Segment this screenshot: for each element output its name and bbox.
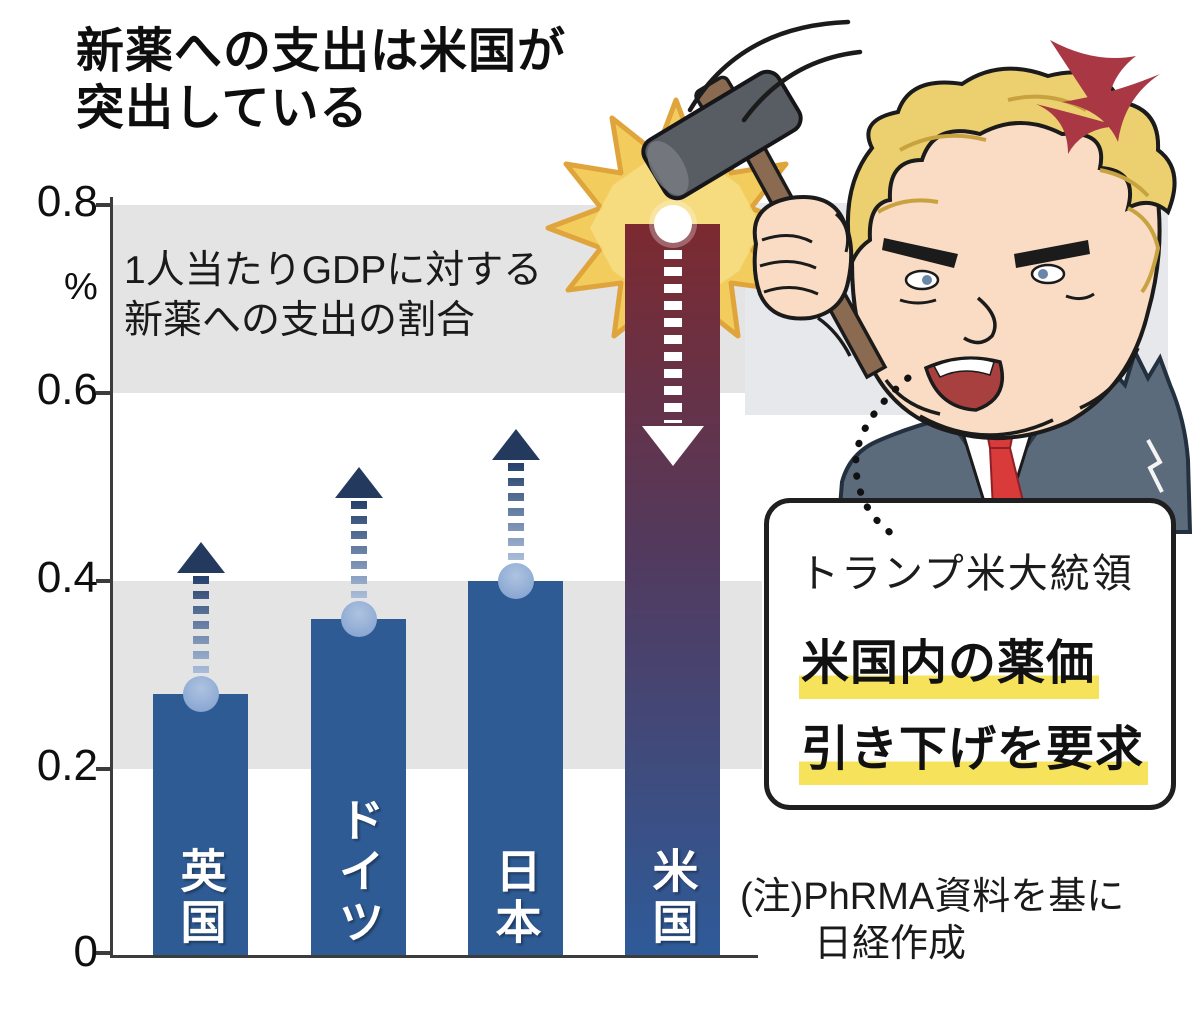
nose xyxy=(963,296,997,345)
bar-germany: ドイツ xyxy=(311,619,406,957)
increase-arrow-icon xyxy=(491,429,540,460)
callout-line-1: 米国内の薬価 xyxy=(799,623,1149,699)
chart-annotation-line2: 新薬への支出の割合 xyxy=(124,298,476,342)
fist xyxy=(752,195,854,357)
hair xyxy=(846,66,1177,294)
decrease-arrow-icon xyxy=(641,426,704,466)
page-title-line2: 突出している xyxy=(76,81,369,135)
chart-annotation: 1人当たりGDPに対する 新薬への支出の割合 xyxy=(124,246,542,346)
y-tick-label: 0 xyxy=(73,927,98,976)
y-tick-label: 0.6 xyxy=(36,365,98,414)
y-tick xyxy=(96,951,111,955)
y-tick xyxy=(96,767,111,771)
bar-label-us: 米国 xyxy=(646,847,699,949)
source-note-line2: 日経作成 xyxy=(814,923,967,966)
jowl-lines xyxy=(884,347,1140,437)
increase-arrow-dash xyxy=(192,576,209,673)
decrease-arrow-dash xyxy=(663,250,682,423)
y-tick-label: 0.8 xyxy=(36,177,98,226)
y-axis-line xyxy=(110,197,113,957)
bar-top-circle-us xyxy=(653,205,692,243)
bar-label-uk: 英国 xyxy=(174,847,227,949)
increase-arrow-dash xyxy=(350,501,367,598)
y-tick-label: 0.4 xyxy=(36,553,98,602)
speaker-label: トランプ米大統領 xyxy=(799,552,1134,596)
bar-japan: 日本 xyxy=(468,581,563,957)
bar-label-germany: ドイツ xyxy=(332,796,385,949)
y-axis-unit-label: % xyxy=(64,266,98,308)
motion-lines-icon xyxy=(687,19,863,123)
source-note-line1: (注)PhRMA資料を基に xyxy=(740,876,1125,918)
bar-uk: 英国 xyxy=(153,694,248,957)
highlighted-text: 引き下げを要求 xyxy=(799,723,1149,785)
y-tick-label: 0.2 xyxy=(36,741,98,790)
x-axis-line xyxy=(110,955,758,958)
page-title: 新薬への支出は米国が 突出している xyxy=(76,24,566,137)
chart-annotation-line1: 1人当たりGDPに対する xyxy=(124,249,543,292)
speech-bubble: トランプ米大統領 米国内の薬価 引き下げを要求 xyxy=(764,498,1176,810)
y-tick xyxy=(96,579,111,583)
eyes xyxy=(882,238,1095,305)
mouth xyxy=(923,356,1005,412)
source-note: (注)PhRMA資料を基に 日経作成 xyxy=(740,874,1124,968)
bar-us: 米国 xyxy=(625,205,720,957)
highlighted-text: 米国内の薬価 xyxy=(799,637,1100,699)
increase-arrow-icon xyxy=(176,542,225,573)
bar-top-circle xyxy=(340,601,377,637)
page-title-line1: 新薬への支出は米国が xyxy=(76,25,567,78)
increase-arrow-icon xyxy=(334,467,383,498)
bar-top-circle xyxy=(497,563,534,599)
bar-top-circle xyxy=(182,676,219,712)
y-tick xyxy=(96,203,111,207)
anger-mark-icon xyxy=(1036,40,1160,154)
callout-line-2: 引き下げを要求 xyxy=(799,709,1149,785)
bar-label-japan: 日本 xyxy=(489,847,542,949)
y-tick xyxy=(96,391,111,395)
dotted-connector-icon xyxy=(852,374,912,542)
increase-arrow-dash xyxy=(507,463,524,560)
